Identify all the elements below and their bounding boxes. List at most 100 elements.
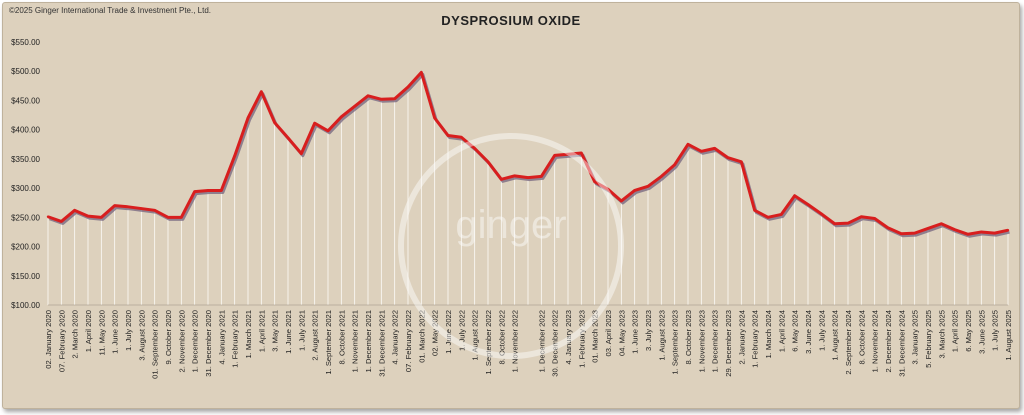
x-tick-label: 1. March 2024 — [764, 310, 773, 359]
data-point — [846, 221, 850, 225]
x-tick-label: 1. July 2022 — [457, 310, 466, 351]
x-tick-label: 1. August 2024 — [831, 310, 840, 361]
x-tick-label: 1. July 2020 — [124, 310, 133, 351]
data-point — [553, 154, 556, 157]
x-tick-label: 2. March 2020 — [71, 310, 80, 359]
x-tick-label: 1. July 2025 — [991, 310, 1000, 351]
data-point — [780, 213, 783, 216]
x-tick-label: 07. February 2020 — [57, 310, 66, 372]
x-tick-label: 4. January 2023 — [564, 310, 573, 364]
data-point — [926, 227, 930, 230]
x-tick-label: 3. March 2025 — [937, 310, 946, 359]
x-tick-label: 1. December 2023 — [711, 310, 720, 372]
x-tick-label: 2. August 2021 — [311, 310, 320, 361]
data-point — [753, 209, 756, 212]
y-tick-label: $350.00 — [11, 155, 40, 164]
data-point — [166, 216, 170, 219]
x-tick-label: 1. August 2022 — [471, 310, 480, 361]
y-tick-label: $300.00 — [11, 184, 40, 193]
data-point — [833, 222, 836, 225]
x-tick-label: 03. April 2023 — [604, 310, 613, 356]
x-tick-label: 31. December 2020 — [204, 310, 213, 377]
x-tick-label: 30. December 2022 — [551, 310, 560, 377]
data-point — [433, 116, 436, 120]
x-tick-label: 1. April 2020 — [84, 310, 93, 352]
data-point — [873, 217, 876, 220]
data-point — [473, 147, 476, 150]
x-tick-label: 4. January 2021 — [217, 310, 226, 364]
x-tick-label: 1. July 2021 — [297, 310, 306, 351]
x-tick-label: 1. February 2023 — [577, 310, 586, 368]
x-tick-label: 31. December 2024 — [897, 310, 906, 377]
y-tick-label: $100.00 — [11, 301, 40, 310]
data-point — [246, 116, 250, 120]
x-tick-label: 2. September 2024 — [844, 310, 853, 375]
y-tick-label: $200.00 — [11, 243, 40, 252]
data-point — [620, 199, 623, 203]
y-tick-label: $500.00 — [11, 67, 40, 76]
x-tick-label: 8. October 2024 — [857, 310, 866, 364]
data-point — [460, 136, 463, 139]
x-tick-label: 1. September 2022 — [484, 310, 493, 375]
data-point — [566, 153, 570, 156]
data-point — [326, 129, 330, 133]
data-point — [420, 71, 423, 74]
data-point — [220, 189, 223, 192]
x-tick-label: 1. August 2023 — [657, 310, 666, 361]
x-tick-label: 1. June 2020 — [111, 310, 120, 354]
x-tick-label: 3. August 2020 — [137, 310, 146, 361]
data-point — [273, 121, 276, 124]
data-point — [60, 220, 63, 223]
data-point — [393, 97, 396, 100]
x-tick-label: 4. January 2022 — [391, 310, 400, 364]
y-tick-label: $450.00 — [11, 96, 40, 105]
data-point — [633, 189, 636, 192]
data-point — [1006, 228, 1010, 232]
x-tick-label: 3. May 2021 — [271, 310, 280, 352]
data-point — [126, 205, 130, 209]
x-tick-label: 1. August 2025 — [1004, 310, 1013, 361]
x-tick-label: 1. July 2024 — [817, 310, 826, 351]
x-tick-label: 1. December 2020 — [191, 310, 200, 372]
data-point — [353, 105, 356, 108]
x-tick-label: 02. May 2022 — [431, 310, 440, 356]
x-tick-label: 2. November 2020 — [177, 310, 186, 372]
x-tick-label: 01. March 2023 — [591, 310, 600, 363]
data-point — [46, 215, 50, 218]
data-point — [193, 190, 196, 193]
data-point — [313, 122, 316, 125]
data-point — [900, 232, 903, 235]
data-point — [300, 152, 303, 155]
x-tick-label: 1. November 2022 — [511, 310, 520, 372]
data-point — [140, 207, 143, 210]
data-point — [606, 188, 610, 191]
data-point — [740, 160, 743, 164]
x-tick-label: 31. December 2021 — [377, 310, 386, 377]
data-point — [446, 134, 450, 137]
x-tick-label: 02. January 2020 — [44, 310, 53, 369]
x-tick-label: 1. June 2021 — [284, 310, 293, 354]
data-point — [913, 231, 916, 235]
data-point — [726, 156, 730, 159]
y-tick-label: $400.00 — [11, 126, 40, 135]
data-point — [966, 233, 970, 236]
x-tick-label: 8. October 2023 — [684, 310, 693, 364]
x-tick-label: 1. November 2024 — [871, 310, 880, 372]
data-point — [486, 160, 490, 164]
data-point — [886, 226, 890, 230]
x-tick-label: 07. February 2022 — [404, 310, 413, 372]
x-tick-label: 1. April 2021 — [257, 310, 266, 352]
y-tick-label: $550.00 — [11, 38, 40, 47]
x-tick-label: 3. June 2024 — [804, 310, 813, 354]
data-point — [233, 154, 236, 158]
data-point — [380, 98, 383, 101]
x-tick-label: 1. February 2021 — [231, 310, 240, 368]
copyright-notice: ©2025 Ginger International Trade & Inves… — [9, 6, 212, 15]
data-point — [646, 185, 650, 188]
data-point — [366, 94, 370, 97]
x-tick-label: 3. June 2025 — [977, 310, 986, 354]
x-tick-label: 1. September 2023 — [671, 310, 680, 375]
data-point — [660, 175, 663, 178]
data-point — [713, 147, 716, 150]
